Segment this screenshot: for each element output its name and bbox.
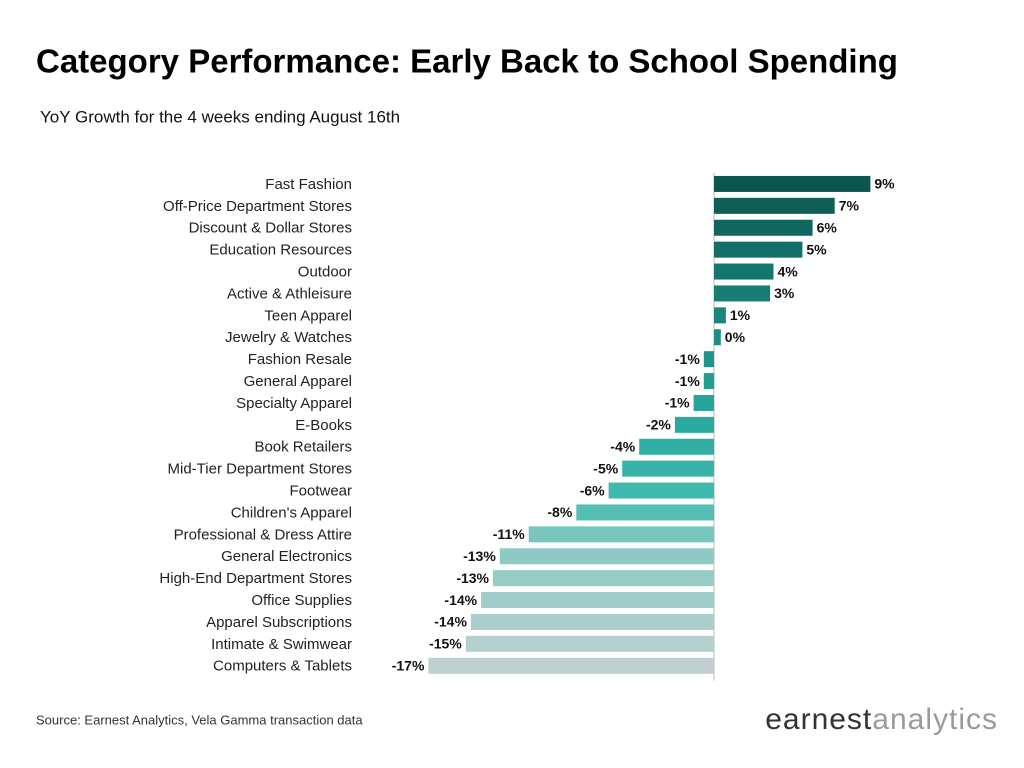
data-label: -11%	[493, 526, 525, 542]
category-label: Specialty Apparel	[236, 395, 352, 412]
brand-logo: earnestanalytics	[765, 703, 998, 736]
chart-subtitle: YoY Growth for the 4 weeks ending August…	[40, 107, 400, 126]
data-label: -8%	[547, 504, 572, 520]
data-label: 7%	[839, 198, 860, 214]
data-label: -14%	[434, 614, 467, 630]
bar	[622, 460, 714, 477]
source-note: Source: Earnest Analytics, Vela Gamma tr…	[36, 712, 363, 727]
category-label: Intimate & Swimwear	[211, 636, 352, 653]
category-label: E-Books	[295, 417, 352, 434]
category-label: Teen Apparel	[264, 307, 352, 324]
data-label: -14%	[444, 592, 477, 608]
data-label: -13%	[456, 570, 489, 586]
data-label: -2%	[646, 417, 671, 433]
bar	[465, 635, 714, 652]
bar	[703, 351, 714, 368]
data-label: -15%	[429, 636, 462, 652]
bar	[499, 548, 714, 565]
bar	[714, 263, 774, 280]
data-label: 9%	[874, 176, 895, 192]
category-label: High-End Department Stores	[159, 570, 352, 587]
bar	[703, 373, 714, 390]
bar	[714, 329, 721, 346]
category-label: Discount & Dollar Stores	[189, 220, 352, 237]
data-label: -1%	[665, 395, 690, 411]
bar	[576, 504, 714, 521]
data-label: 3%	[774, 285, 795, 301]
bar	[714, 241, 803, 258]
brand-part: analytics	[872, 703, 998, 736]
category-label: Off-Price Department Stores	[163, 198, 352, 215]
bar	[714, 307, 726, 324]
category-label: Active & Athleisure	[227, 285, 352, 302]
category-label: General Electronics	[221, 548, 352, 565]
data-label: -17%	[392, 657, 425, 673]
category-label: General Apparel	[244, 373, 352, 390]
bar	[470, 613, 714, 630]
category-label: Footwear	[289, 483, 352, 500]
bar	[493, 570, 714, 587]
brand-part: earnest	[765, 703, 872, 736]
bar	[608, 482, 714, 499]
data-label: 1%	[730, 307, 751, 323]
bar	[714, 197, 835, 214]
category-label: Jewelry & Watches	[225, 329, 352, 346]
data-label: 4%	[778, 263, 799, 279]
chart-title: Category Performance: Early Back to Scho…	[36, 43, 898, 80]
data-label: -4%	[610, 438, 635, 454]
data-label: 0%	[725, 329, 746, 345]
data-label: 5%	[806, 241, 827, 257]
category-label: Office Supplies	[251, 592, 352, 609]
category-label: Fashion Resale	[248, 351, 352, 368]
category-label: Book Retailers	[254, 439, 352, 456]
category-label: Computers & Tablets	[213, 658, 352, 675]
bar	[674, 416, 714, 433]
category-label: Professional & Dress Attire	[174, 526, 352, 543]
bar	[639, 438, 714, 455]
bar	[714, 219, 813, 236]
data-label: -1%	[675, 373, 700, 389]
data-label: -1%	[675, 351, 700, 367]
category-label: Children's Apparel	[231, 504, 352, 521]
bar	[714, 175, 871, 192]
bar	[528, 526, 714, 543]
bar	[693, 394, 714, 411]
bar	[714, 285, 771, 302]
category-label: Education Resources	[209, 242, 352, 259]
data-label: -13%	[463, 548, 496, 564]
bar	[428, 657, 714, 674]
data-label: -5%	[593, 460, 618, 476]
data-label: -6%	[580, 482, 605, 498]
data-label: 6%	[817, 219, 838, 235]
category-label: Outdoor	[298, 264, 352, 281]
category-label: Apparel Subscriptions	[206, 614, 352, 631]
category-label: Mid-Tier Department Stores	[168, 461, 353, 478]
bar	[481, 592, 714, 609]
category-label: Fast Fashion	[265, 176, 352, 193]
